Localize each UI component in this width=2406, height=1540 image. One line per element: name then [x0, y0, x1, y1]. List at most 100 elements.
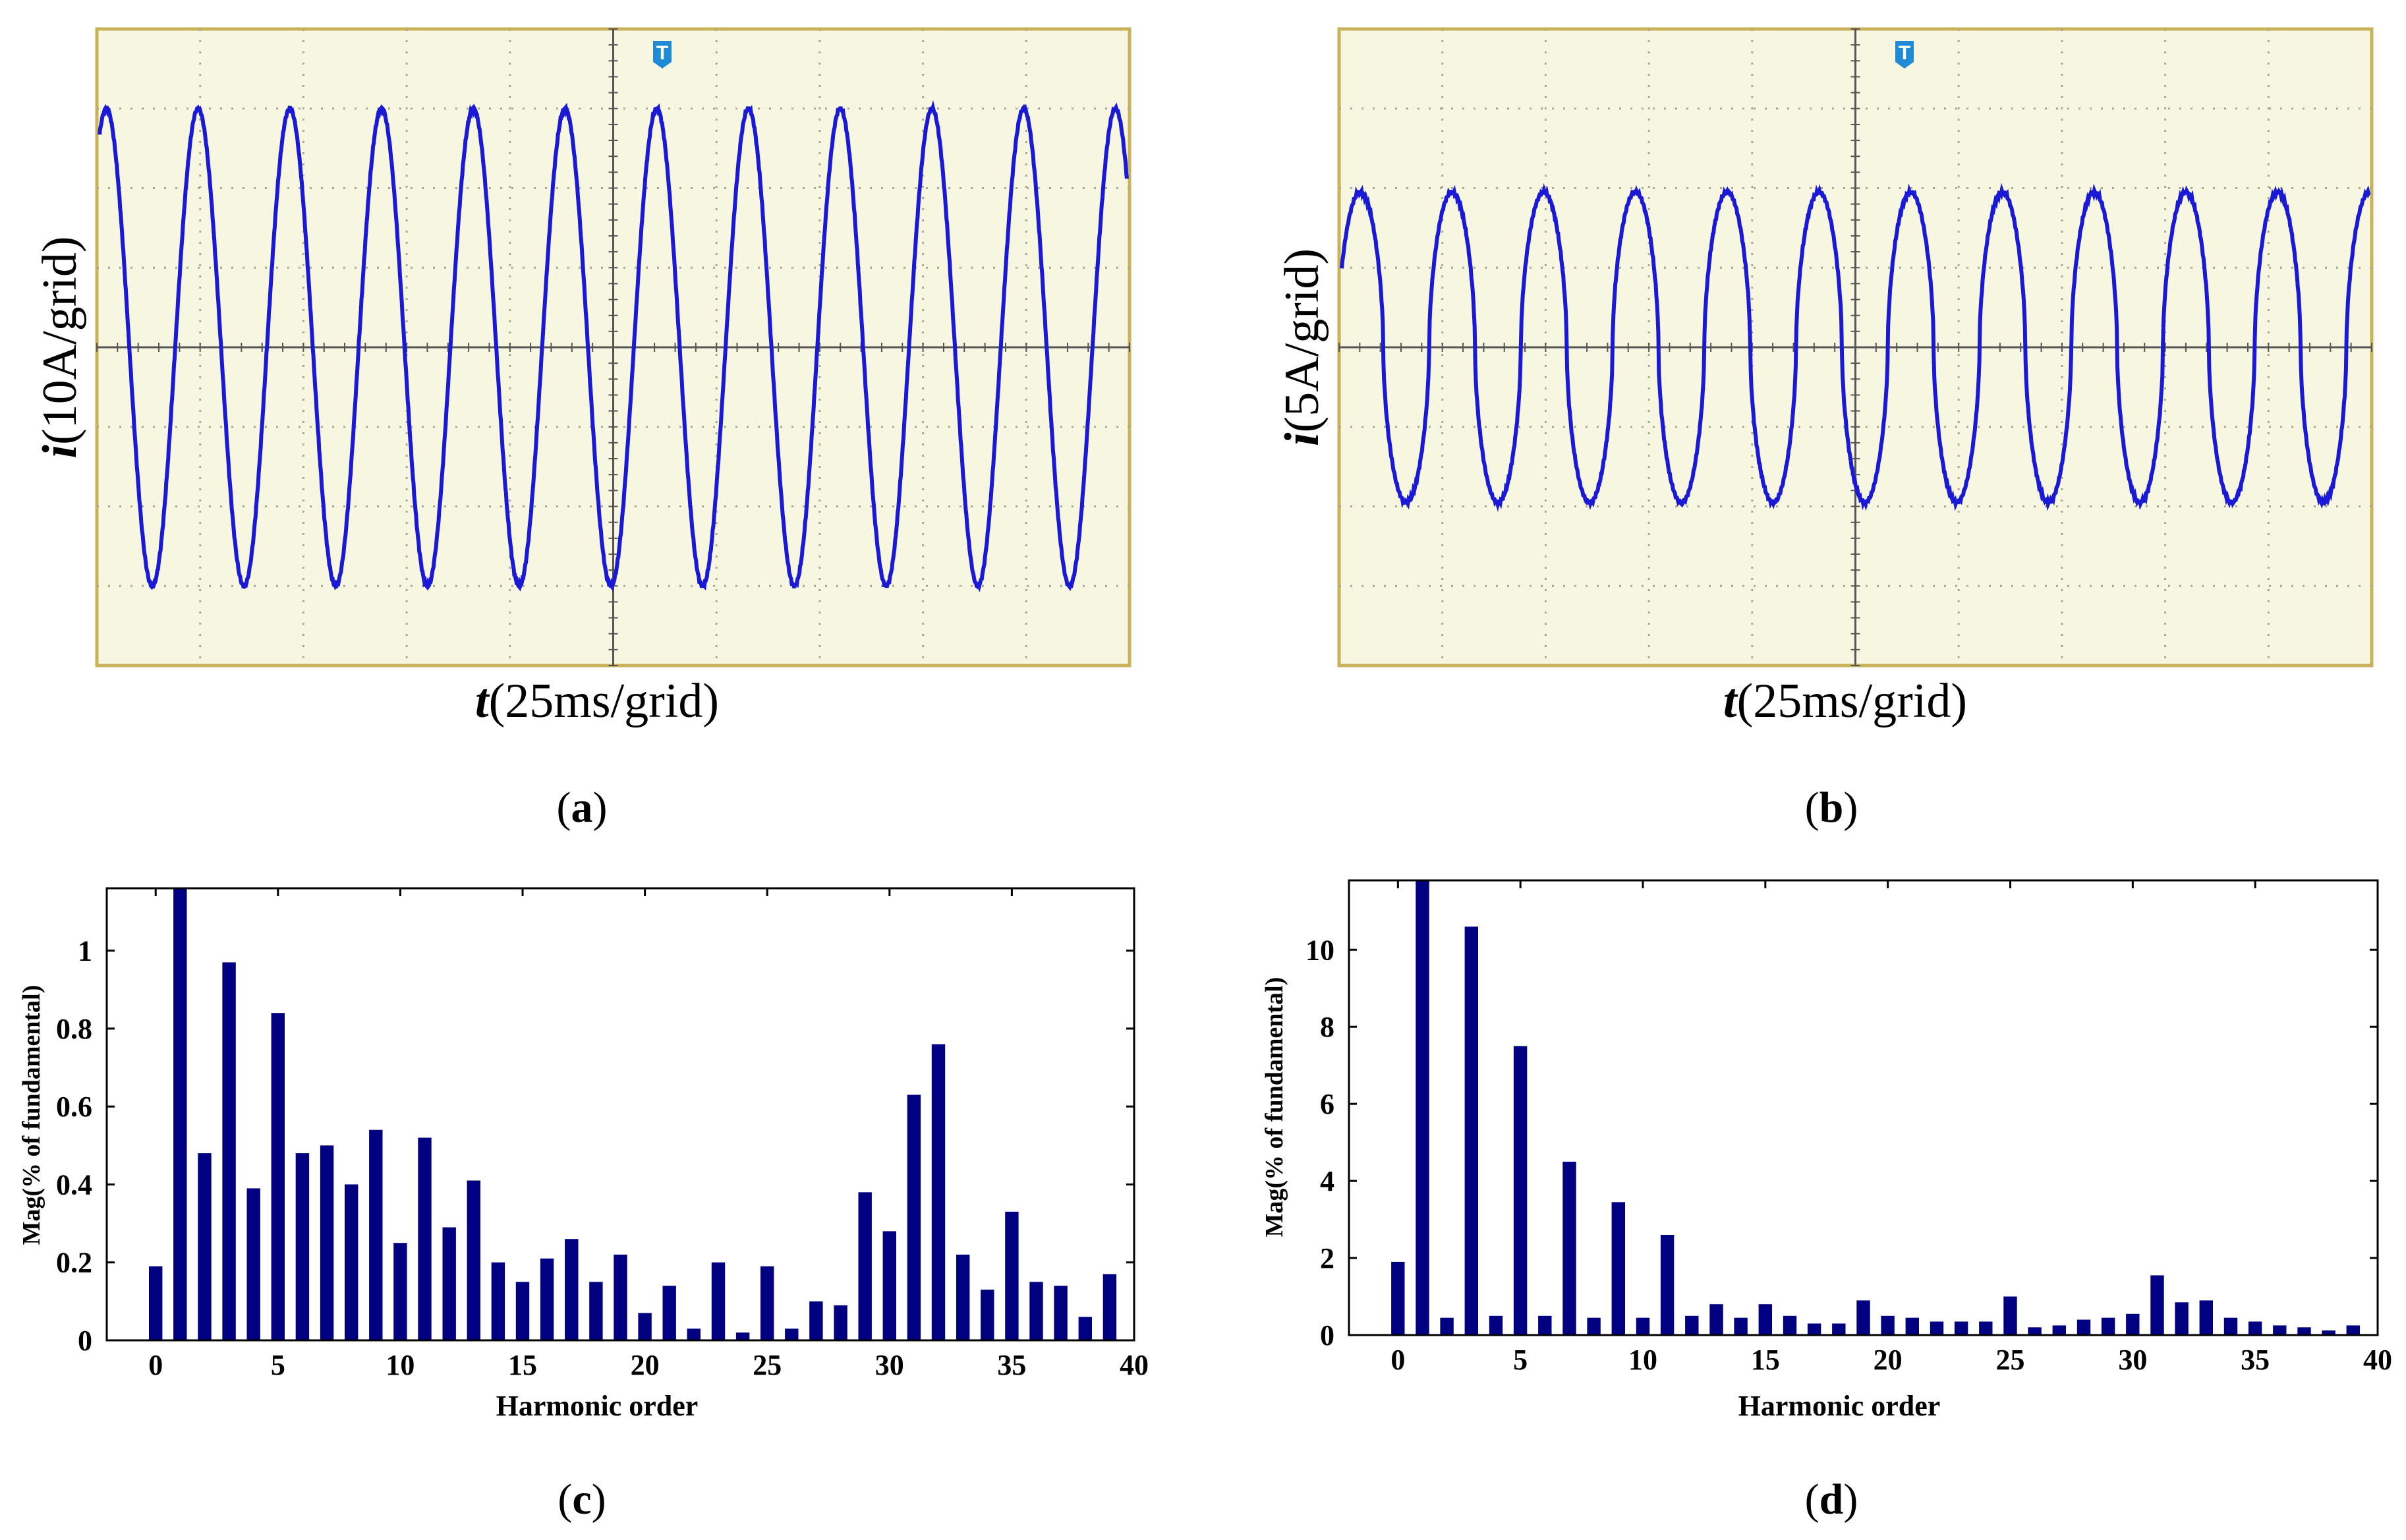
y-tick-label: 0 — [78, 1325, 92, 1357]
bar-harmonic-9 — [369, 1129, 383, 1340]
bar-harmonic-10 — [1636, 1317, 1650, 1335]
trigger-marker-a-shape — [653, 41, 672, 69]
y-tick-label: 0.8 — [56, 1013, 92, 1045]
chart-c-axes-box — [105, 887, 1135, 1342]
caption-d-letter: d — [1819, 1475, 1844, 1524]
bar-harmonic-18 — [1832, 1323, 1846, 1335]
bar-harmonic-27 — [809, 1301, 823, 1340]
bar-harmonic-27 — [2052, 1325, 2066, 1335]
y-axis-label-a-unit: (10A/grid) — [33, 236, 87, 445]
caption-c-letter: c — [572, 1475, 591, 1524]
bar-harmonic-13 — [467, 1180, 480, 1340]
bar-harmonic-24 — [735, 1332, 750, 1340]
bar-harmonic-7 — [1562, 1161, 1576, 1335]
panel-c-harmonic-spectrum: 0 5 10 15 20 25 30 35 40 0 0.2 0.4 0.6 0.8 1 Harmonic … — [18, 887, 1149, 1524]
trigger-marker-a-label: T — [656, 42, 668, 64]
y-tick-label: 0.2 — [56, 1247, 92, 1279]
trigger-marker-b: T — [1895, 41, 1914, 69]
bar-harmonic-36 — [1029, 1282, 1043, 1340]
bar-harmonic-19 — [614, 1254, 627, 1340]
bar-harmonic-34 — [981, 1290, 994, 1340]
bar-harmonic-33 — [2199, 1300, 2213, 1335]
y-tick-label: 1 — [78, 935, 92, 967]
bar-harmonic-32 — [2175, 1302, 2189, 1335]
bar-harmonic-3 — [1464, 927, 1478, 1335]
bar-harmonic-38 — [1078, 1317, 1092, 1340]
y-axis-label-b: i(5A/grid) — [1275, 248, 1329, 446]
x-tick-label: 15 — [1751, 1344, 1780, 1376]
x-tick-label: 35 — [997, 1349, 1026, 1381]
x-axis-label-b-symbol: t — [1723, 674, 1738, 728]
bar-harmonic-12 — [1685, 1315, 1699, 1335]
bar-harmonic-39 — [2346, 1325, 2360, 1335]
x-tick-label: 5 — [1513, 1344, 1528, 1376]
bar-harmonic-2 — [1440, 1317, 1454, 1335]
bar-harmonic-0 — [149, 1266, 163, 1340]
bar-harmonic-23 — [711, 1262, 726, 1340]
bar-harmonic-20 — [1881, 1315, 1895, 1335]
x-tick-label: 40 — [2363, 1344, 2392, 1376]
x-tick-label: 15 — [508, 1349, 537, 1381]
y-axis-label-b-unit: (5A/grid) — [1275, 248, 1329, 433]
bar-harmonic-9 — [1611, 1202, 1625, 1335]
bar-harmonic-11 — [418, 1137, 432, 1340]
bar-harmonic-5 — [1513, 1046, 1528, 1335]
x-tick-label: 0 — [148, 1349, 163, 1381]
bar-harmonic-15 — [515, 1282, 530, 1340]
bar-harmonic-28 — [834, 1305, 847, 1340]
scope-b-grid — [1338, 28, 2372, 666]
chart-c-ylabel: Mag(% of fundamental) — [18, 985, 45, 1245]
y-tick-label: 6 — [1320, 1088, 1334, 1120]
bar-harmonic-33 — [956, 1254, 970, 1340]
bar-harmonic-32 — [931, 1044, 946, 1340]
bar-harmonic-29 — [858, 1192, 872, 1340]
bar-harmonic-28 — [2077, 1319, 2091, 1335]
bar-harmonic-14 — [491, 1262, 505, 1340]
y-tick-label: 0.6 — [56, 1091, 92, 1123]
caption-d: (d) — [1805, 1475, 1858, 1524]
x-axis-label-a: t(25ms/grid) — [475, 674, 719, 728]
x-axis-label-b-unit: (25ms/grid) — [1737, 674, 1967, 728]
x-tick-label: 35 — [2241, 1344, 2270, 1376]
x-tick-label: 0 — [1390, 1344, 1405, 1376]
y-axis-label-a-symbol: i — [33, 445, 87, 459]
chart-d-axes-box — [1348, 879, 2379, 1336]
caption-b-letter: b — [1819, 784, 1844, 832]
chart-c-xlabel: Harmonic order — [496, 1390, 699, 1422]
x-axis-label-a-symbol: t — [475, 674, 490, 728]
bar-harmonic-21 — [1905, 1317, 1919, 1335]
bar-harmonic-13 — [1709, 1304, 1723, 1335]
y-axis-label-b-symbol: i — [1275, 432, 1329, 446]
trigger-marker-a: T — [653, 41, 672, 69]
bar-harmonic-17 — [1807, 1323, 1821, 1335]
caption-c: (c) — [558, 1475, 606, 1524]
bar-harmonic-6 — [295, 1153, 310, 1340]
chart-d-tick-labels: 0 5 10 15 20 25 30 35 40 0 2 4 6 8 10 — [1305, 934, 2392, 1376]
x-tick-label: 25 — [753, 1349, 782, 1381]
y-tick-label: 2 — [1320, 1242, 1334, 1274]
bar-harmonic-22 — [1930, 1321, 1944, 1335]
caption-a-letter: a — [571, 784, 593, 832]
y-tick-label: 0 — [1320, 1319, 1334, 1352]
bar-harmonic-1 — [173, 888, 187, 1340]
bar-harmonic-17 — [565, 1239, 579, 1340]
panel-a-oscilloscope: T i(10A/grid) t(25ms/grid) (a) — [33, 27, 1131, 832]
bar-harmonic-38 — [2322, 1330, 2335, 1335]
bar-harmonic-25 — [2003, 1296, 2017, 1335]
bar-harmonic-10 — [393, 1243, 407, 1340]
bar-harmonic-4 — [1489, 1315, 1503, 1335]
x-tick-label: 30 — [875, 1349, 904, 1381]
bar-harmonic-11 — [1660, 1235, 1675, 1335]
bar-harmonic-14 — [1734, 1317, 1748, 1335]
bar-harmonic-36 — [2273, 1325, 2287, 1335]
x-tick-label: 40 — [1120, 1349, 1149, 1381]
bar-harmonic-34 — [2223, 1317, 2238, 1335]
bar-harmonic-37 — [1054, 1286, 1068, 1340]
bar-harmonic-19 — [1856, 1300, 1870, 1335]
bar-harmonic-3 — [222, 962, 236, 1340]
bar-harmonic-30 — [2126, 1313, 2140, 1335]
scope-b-waveform — [1340, 183, 2371, 512]
bar-harmonic-8 — [345, 1184, 358, 1340]
trigger-marker-b-shape — [1895, 41, 1914, 69]
